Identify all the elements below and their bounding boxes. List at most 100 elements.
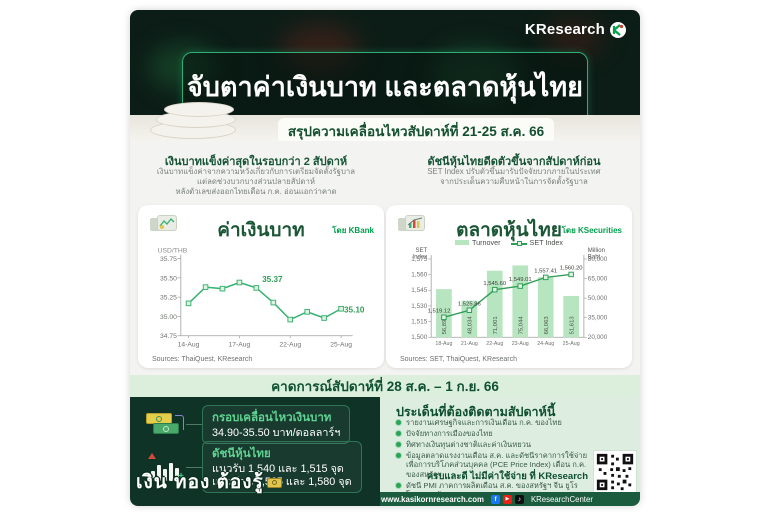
baht-line-chart: USD/THB 34.75 35.00 35.25 35.50 35.75 14-Aug 17…: [158, 248, 365, 349]
set-chart-legend: Turnover SET Index: [386, 238, 632, 247]
svg-text:1,515: 1,515: [411, 319, 427, 326]
forecast-banner: คาดการณ์สัปดาห์ที่ 28 ส.ค. – 1 ก.ย. 66: [130, 375, 640, 397]
svg-text:51,613: 51,613: [569, 316, 575, 334]
watchlist-item-4: ข้อมูลตลาดแรงงานเดือน ส.ค. และดัชนีราคาก…: [396, 451, 592, 479]
svg-text:SET: SET: [415, 248, 427, 254]
svg-text:48,034: 48,034: [467, 316, 473, 335]
watchlist-item-3: ทิศทางเงินทุนต่างชาติและค่าเงินหยวน: [396, 440, 592, 449]
svg-text:1,500: 1,500: [411, 334, 427, 341]
svg-text:50,000: 50,000: [588, 295, 608, 302]
svg-text:80,000: 80,000: [588, 256, 608, 263]
legend-turnover: Turnover: [455, 238, 501, 247]
kresearch-logo-icon: [610, 21, 626, 38]
set-chart-card: ตลาดหุ้นไทย โดย KSecurities Turnover SET…: [386, 205, 632, 368]
svg-text:23-Aug: 23-Aug: [512, 341, 529, 347]
stock-chart-icon: [398, 215, 428, 235]
cta-text: ครบและดี ไม่มีค่าใช้จ่าย ที่ KResearch: [426, 471, 588, 482]
svg-text:1,530: 1,530: [411, 303, 427, 310]
set-levels-box: ดัชนีหุ้นไทย แนวรับ 1,540 และ 1,515 จุด …: [202, 441, 362, 493]
currency-chart-icon: [150, 215, 180, 235]
set-chart-byline: โดย KSecurities: [561, 226, 622, 235]
svg-text:1,575: 1,575: [411, 256, 427, 263]
svg-text:34.75: 34.75: [160, 333, 177, 340]
baht-range-row: กรอบเคลื่อนไหวเงินบาท 34.90-35.50 บาท/ดอ…: [144, 405, 351, 444]
baht-heading: เงินบาทแข็งค่าสุดในรอบกว่า 2 สัปดาห์: [164, 156, 348, 168]
youtube-icon[interactable]: ▶: [502, 494, 512, 504]
tiktok-icon[interactable]: ♪: [514, 494, 524, 504]
svg-text:1,519.12: 1,519.12: [428, 308, 451, 314]
baht-chart-card: ค่าเงินบาท โดย KBank USD/THB 34.75 35.00 35…: [138, 205, 384, 368]
svg-text:1,525.86: 1,525.86: [458, 301, 481, 307]
candle-glow: [544, 18, 604, 58]
svg-text:24-Aug: 24-Aug: [537, 341, 554, 347]
social-icons: f ▶ ♪: [490, 494, 524, 504]
svg-text:1,549.01: 1,549.01: [509, 277, 532, 283]
banknotes-icon: [144, 412, 186, 438]
watch-list: รายงานเศรษฐกิจและการเงินเดือน ก.ค. ของไท…: [396, 418, 592, 501]
svg-text:18-Aug: 18-Aug: [435, 341, 452, 347]
svg-text:71,001: 71,001: [493, 316, 499, 334]
connector-line: [186, 466, 202, 468]
svg-text:25-Aug: 25-Aug: [563, 341, 580, 347]
facebook-icon[interactable]: f: [490, 494, 500, 504]
svg-text:35.50: 35.50: [160, 275, 177, 282]
svg-text:1,545: 1,545: [411, 287, 427, 294]
svg-text:35.00: 35.00: [160, 314, 177, 321]
set-levels-label: ดัชนีหุ้นไทย: [212, 448, 271, 460]
baht-range-box: กรอบเคลื่อนไหวเงินบาท 34.90-35.50 บาท/ดอ…: [202, 405, 351, 444]
svg-text:35.37: 35.37: [262, 275, 283, 284]
money-must-know-logo: เงิน ทอง ต้องรู้: [136, 467, 282, 497]
svg-text:35.25: 35.25: [160, 295, 177, 302]
coins-image: [146, 99, 256, 141]
banknote-icon: [266, 477, 282, 488]
footer-strip: www.kasikornresearch.com f ▶ ♪ KResearch…: [380, 492, 640, 506]
set-chart-source: Sources: SET, ThaiQuest, KResearch: [400, 356, 517, 363]
set-levels-row: + ดัชนีหุ้นไทย แนวรับ 1,540 และ 1,515 จุ…: [144, 441, 362, 493]
svg-text:25-Aug: 25-Aug: [330, 341, 352, 348]
baht-range-value: 34.90-35.50 บาท/ดอลลาร์ฯ: [212, 427, 341, 439]
website-link[interactable]: www.kasikornresearch.com: [381, 494, 484, 504]
watchlist-heading: ประเด็นที่ต้องติดตามสัปดาห์นี้: [396, 405, 556, 419]
week-subtitle: สรุปความเคลื่อนไหวสัปดาห์ที่ 21-25 ส.ค. …: [278, 118, 554, 144]
svg-text:20,000: 20,000: [588, 334, 608, 341]
legend-set-index: SET Index: [510, 238, 563, 247]
svg-text:1,545.60: 1,545.60: [483, 281, 507, 287]
svg-text:65,000: 65,000: [588, 275, 608, 282]
svg-text:1,560: 1,560: [411, 272, 427, 279]
subtitle-strip: สรุปความเคลื่อนไหวสัปดาห์ที่ 21-25 ส.ค. …: [130, 102, 640, 144]
baht-chart-title: ค่าเงินบาท: [217, 220, 305, 241]
svg-text:21-Aug: 21-Aug: [461, 341, 478, 347]
svg-text:66,063: 66,063: [544, 316, 550, 334]
svg-text:Million: Million: [588, 248, 605, 254]
candlestick-icon: +: [144, 453, 186, 482]
svg-text:75,044: 75,044: [518, 316, 524, 335]
title-box: [182, 52, 588, 115]
svg-text:35,000: 35,000: [588, 315, 608, 322]
turnover-swatch: [455, 240, 470, 245]
set-heading: ดัชนีหุ้นไทยดีดตัวขึ้นจากสัปดาห์ก่อน: [427, 156, 601, 168]
page-title: จับตาค่าเงินบาท และตลาดหุ้นไทย: [186, 72, 584, 102]
svg-text:USD/THB: USD/THB: [158, 248, 188, 255]
baht-chart-byline: โดย KBank: [332, 226, 374, 235]
svg-text:1,560.20: 1,560.20: [560, 266, 584, 272]
baht-chart-source: Sources: ThaiQuest, KResearch: [152, 356, 253, 363]
social-handle: KResearchCenter: [530, 494, 593, 504]
watchlist-panel: ประเด็นที่ต้องติดตามสัปดาห์นี้ รายงานเศร…: [380, 397, 640, 499]
header: KResearch จับตาค่าเงินบาท และตลาดหุ้นไทย: [130, 10, 640, 115]
watchlist-item-1: รายงานเศรษฐกิจและการเงินเดือน ก.ค. ของไท…: [396, 418, 592, 427]
svg-text:22-Aug: 22-Aug: [279, 341, 301, 348]
set-index-swatch: [510, 241, 527, 246]
svg-text:Baht: Baht: [588, 254, 601, 260]
set-chart-title: ตลาดหุ้นไทย: [456, 220, 562, 241]
baht-range-label: กรอบเคลื่อนไหวเงินบาท: [212, 412, 332, 424]
svg-text:35.10: 35.10: [344, 306, 365, 315]
svg-text:Index: Index: [412, 254, 427, 260]
forecast-panel: กรอบเคลื่อนไหวเงินบาท 34.90-35.50 บาท/ดอ…: [130, 397, 380, 506]
set-summary: SET Index ปรับตัวขึ้นมารับปัจจัยบวกภายใน…: [427, 167, 601, 186]
svg-text:22-Aug: 22-Aug: [486, 341, 503, 347]
connector-line: [186, 424, 202, 425]
main-area: เงินบาทแข็งค่าสุดในรอบกว่า 2 สัปดาห์ เงิ…: [130, 141, 640, 375]
kresearch-logo-text: KResearch: [524, 21, 605, 38]
